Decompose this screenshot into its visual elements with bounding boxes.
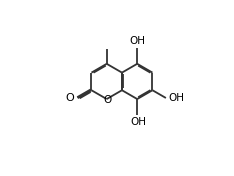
Text: OH: OH (129, 36, 145, 46)
Text: OH: OH (169, 93, 185, 103)
Text: OH: OH (130, 117, 146, 127)
Text: O: O (103, 95, 112, 105)
Text: O: O (66, 93, 74, 103)
